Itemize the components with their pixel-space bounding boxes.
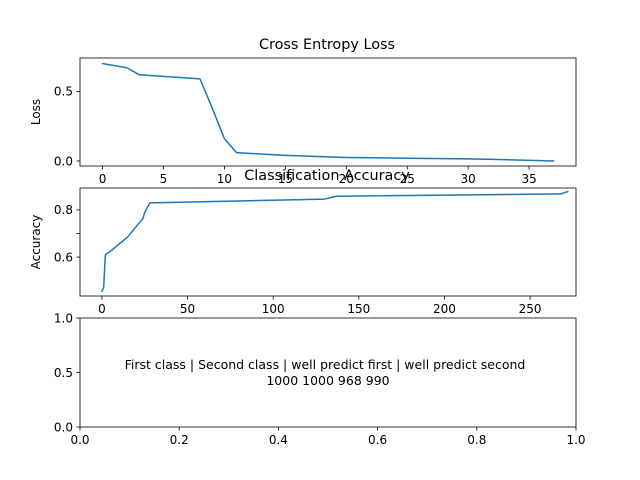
x-tick-label: 0.6 [368, 433, 387, 447]
x-tick-label: 250 [519, 302, 542, 316]
x-tick-label: 15 [278, 172, 293, 186]
y-tick-label: 0.0 [54, 154, 73, 168]
y-tick-label: 0.5 [54, 85, 73, 99]
x-tick-label: 35 [521, 172, 536, 186]
x-tick-label: 20 [339, 172, 354, 186]
loss-axis-ticks: 0 5 10 15 20 25 30 35 0.0 0.5 [54, 85, 537, 186]
x-tick-label: 0.2 [170, 433, 189, 447]
y-tick-label: 0.0 [54, 420, 73, 434]
loss-plot-area [80, 58, 576, 166]
y-tick-label: 1.0 [54, 311, 73, 325]
x-tick-label: 0.4 [269, 433, 288, 447]
accuracy-series-points [101, 191, 568, 292]
accuracy-axes-frame [79, 187, 577, 297]
x-tick-label: 100 [262, 302, 285, 316]
loss-chart-title: Cross Entropy Loss [259, 37, 395, 53]
accuracy-chart-title: Classification Accuracy [244, 168, 410, 184]
x-tick-label: 10 [217, 172, 232, 186]
summary-panel: 0.0 0.2 0.4 0.6 0.8 1.0 0.0 0.5 1.0 First class … [54, 311, 586, 447]
x-tick-label: 0.0 [70, 433, 89, 447]
x-tick-label: 30 [461, 172, 476, 186]
x-tick-label: 1.0 [566, 433, 585, 447]
y-tick-label: 0.6 [54, 250, 73, 264]
x-tick-label: 50 [180, 302, 195, 316]
loss-y-axis-label: Loss [29, 99, 43, 125]
x-tick-label: 0 [98, 302, 106, 316]
y-tick-label: 0.8 [54, 203, 73, 217]
accuracy-plot-area [80, 188, 576, 296]
y-tick-label: 0.5 [54, 366, 73, 380]
summary-values-text: 1000 1000 968 990 [266, 373, 389, 388]
x-tick-label: 0.8 [467, 433, 486, 447]
x-tick-label: 200 [433, 302, 456, 316]
accuracy-axis-ticks: 0 50 100 150 200 250 0.6 0.8 [54, 203, 542, 316]
loss-axes-frame [79, 57, 577, 167]
x-tick-label: 0 [99, 172, 107, 186]
loss-panel: Cross Entropy Loss 0 5 10 15 20 25 30 350.00.5 … [29, 37, 577, 186]
summary-axis-ticks: 0.0 0.2 0.4 0.6 0.8 1.0 0.0 0.5 1.0 [54, 311, 586, 447]
x-tick-label: 25 [400, 172, 415, 186]
summary-header-text: First class | Second class | well predic… [125, 357, 526, 372]
summary-plot-area [80, 318, 576, 427]
x-tick-label: 5 [160, 172, 168, 186]
summary-axes-frame [79, 317, 577, 428]
accuracy-y-axis-label: Accuracy [29, 215, 43, 270]
loss-series-points [102, 63, 554, 161]
x-tick-label: 150 [347, 302, 370, 316]
